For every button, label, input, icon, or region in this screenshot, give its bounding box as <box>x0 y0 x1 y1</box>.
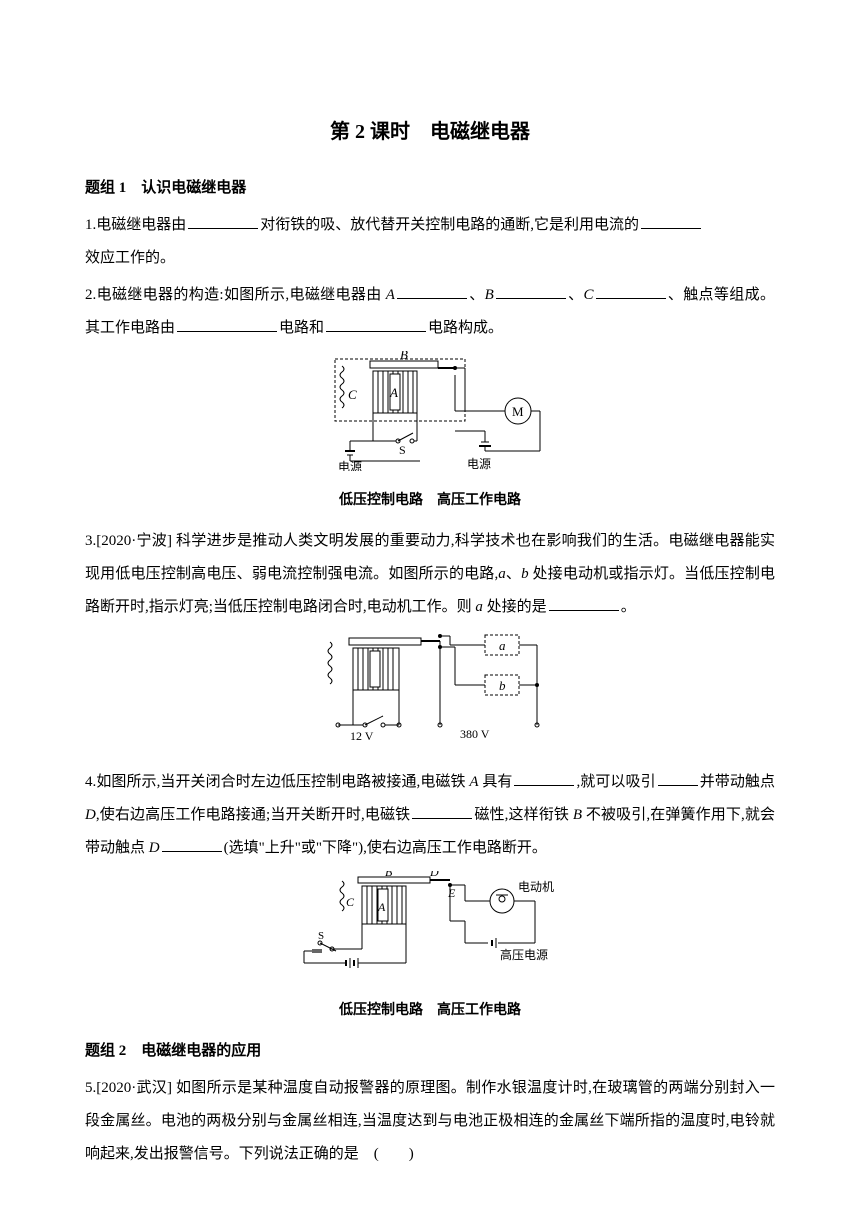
q3-a2: a <box>475 599 483 615</box>
q3-b3: 处接的是 <box>483 599 547 615</box>
relay-diagram-3: C A B D E S <box>290 871 570 981</box>
q2-pre: 2.电磁继电器的构造:如图所示,电磁继电器由 <box>85 287 386 303</box>
relay-diagram-2: 12 V a b 380 V <box>305 630 555 745</box>
figure-2: 12 V a b 380 V <box>85 630 775 758</box>
q2-blank-1[interactable] <box>397 284 467 299</box>
q4-A: A <box>469 774 478 790</box>
q3-tag: 3.[2020·宁波] <box>85 533 172 549</box>
svg-text:380 V: 380 V <box>460 727 490 741</box>
question-3: 3.[2020·宁波] 科学进步是推动人类文明发展的重要动力,科学技术也在影响我… <box>85 525 775 624</box>
q4-m2: ,就可以吸引 <box>576 774 655 790</box>
q2-m4: 电路和 <box>279 320 324 336</box>
svg-text:电动机: 电动机 <box>518 880 554 894</box>
figure-1: C A B S 电源 M <box>85 351 775 517</box>
q1-mid1: 对衔铁的吸、放代替开关控制电路的通断,它是利用电流的 <box>260 217 639 233</box>
q4-m3: 并带动触点 <box>700 774 775 790</box>
q1-tail: 效应工作的。 <box>85 250 175 266</box>
svg-text:A: A <box>377 900 386 914</box>
q4-B: B <box>573 807 582 823</box>
svg-text:C: C <box>346 895 355 909</box>
question-5: 5.[2020·武汉] 如图所示是某种温度自动报警器的原理图。制作水银温度计时,… <box>85 1072 775 1171</box>
q1-pre: 1.电磁继电器由 <box>85 217 186 233</box>
svg-text:电源: 电源 <box>338 460 362 471</box>
figure-1-caption: 低压控制电路 高压工作电路 <box>85 486 775 517</box>
question-2: 2.电磁继电器的构造:如图所示,电磁继电器由 A、B、C、触点等组成。其工作电路… <box>85 279 775 345</box>
q2-m1: 、 <box>469 287 485 303</box>
q1-blank-1[interactable] <box>188 214 258 229</box>
figure-3-caption: 低压控制电路 高压工作电路 <box>85 996 775 1027</box>
q5-paren[interactable]: ( ) <box>374 1138 414 1171</box>
lesson-title: 第 2 课时 电磁继电器 <box>85 110 775 154</box>
svg-text:a: a <box>499 638 506 653</box>
q2-blank-5[interactable] <box>326 317 426 332</box>
relay-diagram-1: C A B S 电源 M <box>300 351 560 471</box>
q5-tag: 5.[2020·武汉] <box>85 1080 172 1096</box>
question-4: 4.如图所示,当开关闭合时左边低压控制电路被接通,电磁铁 A 具有 ,就可以吸引 并… <box>85 766 775 865</box>
svg-text:B: B <box>400 351 408 362</box>
q2-B: B <box>485 287 494 303</box>
q2-blank-4[interactable] <box>177 317 277 332</box>
q3-blank-1[interactable] <box>549 596 619 611</box>
q2-A: A <box>386 287 395 303</box>
svg-text:C: C <box>348 387 357 402</box>
svg-text:D: D <box>429 871 439 879</box>
q5-body: 如图所示是某种温度自动报警器的原理图。制作水银温度计时,在玻璃管的两端分别封入一… <box>85 1080 775 1162</box>
q2-m2: 、 <box>568 287 584 303</box>
svg-text:A: A <box>389 385 398 400</box>
q4-blank-3[interactable] <box>412 804 472 819</box>
q1-blank-2[interactable] <box>641 214 701 229</box>
q3-b: b <box>521 566 529 582</box>
q4-D2: D <box>149 840 160 856</box>
group1-heading: 题组 1 认识电磁继电器 <box>85 172 775 205</box>
svg-text:S: S <box>318 930 324 942</box>
svg-text:12 V: 12 V <box>350 729 374 743</box>
q4-pre: 4.如图所示,当开关闭合时左边低压控制电路被接通,电磁铁 <box>85 774 469 790</box>
svg-text:B: B <box>385 871 393 879</box>
q4-blank-2[interactable] <box>658 771 698 786</box>
svg-text:M: M <box>512 404 524 419</box>
svg-text:S: S <box>399 443 406 457</box>
q4-m1: 具有 <box>479 774 513 790</box>
q2-blank-2[interactable] <box>496 284 566 299</box>
q4-m7: (选填"上升"或"下降"),使右边高压工作电路断开。 <box>224 840 547 856</box>
q2-blank-3[interactable] <box>596 284 666 299</box>
q4-D: D <box>85 807 96 823</box>
q4-blank-1[interactable] <box>514 771 574 786</box>
svg-text:b: b <box>499 678 506 693</box>
q3-a: a <box>498 566 506 582</box>
q3-tail: 。 <box>621 599 636 615</box>
q4-blank-4[interactable] <box>162 837 222 852</box>
svg-text:电源: 电源 <box>467 457 491 471</box>
svg-text:E: E <box>447 886 456 900</box>
question-1: 1.电磁继电器由 对衔铁的吸、放代替开关控制电路的通断,它是利用电流的 效应工作的… <box>85 209 775 275</box>
q2-C: C <box>583 287 593 303</box>
q4-m5: 磁性,这样衔铁 <box>474 807 573 823</box>
q3-m1: 、 <box>506 566 521 582</box>
q4-m4: ,使右边高压工作电路接通;当开关断开时,电磁铁 <box>96 807 410 823</box>
svg-text:高压电源: 高压电源 <box>500 947 548 962</box>
group2-heading: 题组 2 电磁继电器的应用 <box>85 1035 775 1068</box>
q2-tail: 电路构成。 <box>428 320 503 336</box>
figure-3: C A B D E S <box>85 871 775 1027</box>
